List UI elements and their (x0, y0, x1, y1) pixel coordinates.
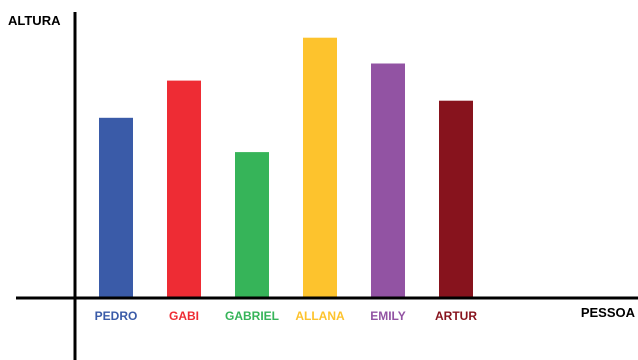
category-label-gabi: GABI (169, 309, 199, 323)
bar-artur (439, 100, 473, 298)
category-label-allana: ALLANA (295, 309, 345, 323)
category-labels: PEDRO GABI GABRIEL ALLANA EMILY ARTUR (95, 309, 478, 323)
bar-gabi (167, 80, 201, 298)
y-axis-title: ALTURA (8, 13, 61, 28)
x-axis-title: PESSOA (581, 305, 636, 320)
bar-emily (371, 63, 405, 298)
bar-pedro (99, 117, 133, 298)
category-label-emily: EMILY (370, 309, 406, 323)
bar-allana (303, 37, 337, 298)
bars (99, 37, 473, 298)
category-label-artur: ARTUR (435, 309, 477, 323)
category-label-gabriel: GABRIEL (225, 309, 279, 323)
bar-gabriel (235, 152, 269, 298)
category-label-pedro: PEDRO (95, 309, 138, 323)
